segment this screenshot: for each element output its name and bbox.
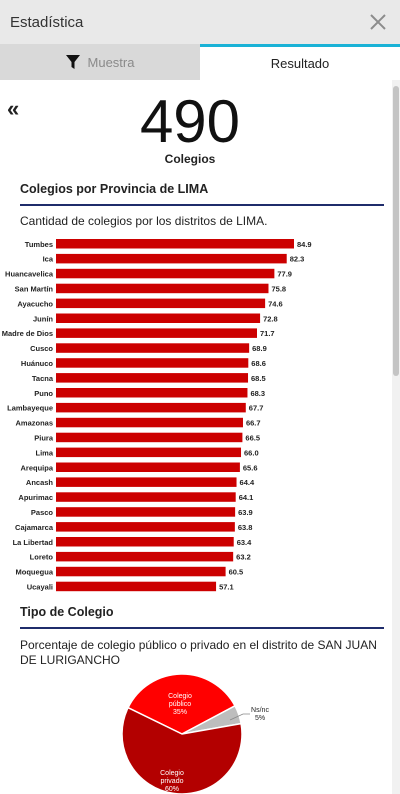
pie-slice-label: Colegio privado 60%	[160, 770, 184, 793]
bar	[56, 239, 294, 249]
tab-resultado[interactable]: Resultado	[200, 44, 400, 80]
bar-value-label: 68.9	[252, 344, 267, 353]
bar-category-label: Tacna	[32, 374, 54, 383]
scrollbar-thumb[interactable]	[393, 86, 399, 376]
bar-value-label: 64.4	[240, 478, 255, 487]
tab-resultado-label: Resultado	[270, 56, 330, 71]
bar	[56, 253, 287, 264]
bar-category-label: Ayacucho	[17, 299, 53, 308]
bar-value-label: 66.5	[245, 433, 260, 442]
bar	[56, 551, 234, 562]
bar	[56, 566, 226, 577]
bar-category-label: Amazonas	[15, 419, 53, 428]
bar-category-label: Huánuco	[21, 359, 54, 368]
bar-value-label: 68.5	[251, 374, 266, 383]
bar-category-label: Apurimac	[18, 493, 53, 502]
pie-leader-line	[229, 713, 250, 721]
bar	[56, 388, 248, 398]
close-icon[interactable]	[368, 12, 388, 32]
bar-category-label: Lima	[35, 448, 53, 457]
results-panel: « 490 Colegios Colegios por Provincia de…	[0, 80, 392, 794]
pie-slice-label: Colegio público 35%	[168, 693, 192, 716]
bar-value-label: 72.8	[263, 314, 278, 323]
bar	[56, 417, 243, 428]
pie-chart-tipo-colegio: Colegio público 35% Colegio privado 60% Ns/nc 5…	[121, 673, 269, 794]
bar	[56, 283, 269, 294]
bar	[56, 343, 250, 353]
section-description-provincia: Cantidad de colegios por los distritos d…	[20, 214, 268, 228]
bar	[56, 358, 249, 368]
bar-value-label: 75.8	[271, 284, 286, 293]
bar-category-label: Lambayeque	[7, 404, 53, 413]
bar-category-label: Ucayali	[27, 582, 53, 591]
tab-muestra[interactable]: Muestra	[0, 44, 200, 80]
bar-value-label: 74.6	[268, 299, 283, 308]
bar	[56, 313, 261, 323]
tab-muestra-label: Muestra	[87, 54, 135, 70]
bar-category-label: La Libertad	[13, 538, 54, 547]
bar	[56, 581, 217, 592]
bar	[56, 432, 243, 443]
bar-value-label: 63.4	[237, 538, 252, 547]
bar-category-label: Ica	[43, 255, 54, 264]
bar-value-label: 84.9	[297, 240, 312, 249]
bar	[56, 522, 235, 532]
window-title: Estadística	[10, 13, 84, 31]
bar-value-label: 65.6	[243, 463, 258, 472]
bar-category-label: Pasco	[31, 508, 54, 517]
bar-value-label: 67.7	[249, 404, 264, 413]
bar-value-label: 66.0	[244, 448, 259, 457]
bar-value-label: 63.9	[238, 508, 253, 517]
bar	[56, 373, 249, 383]
bar-category-label: Huancavelica	[5, 270, 54, 279]
scrollbar[interactable]	[392, 80, 400, 794]
bar-value-label: 71.7	[260, 329, 275, 338]
bar-value-label: 68.3	[250, 389, 265, 398]
bar-value-label: 77.9	[277, 270, 292, 279]
bar-chart-colegios: Tumbes 84.9 Ica 82.3 Huancavelica 77.9 San Mar…	[2, 239, 312, 592]
bar-category-label: Madre de Dios	[2, 329, 53, 338]
bar-category-label: Cusco	[30, 344, 53, 353]
pie-slice	[121, 706, 243, 794]
bar	[56, 402, 246, 413]
bar-category-label: Loreto	[30, 553, 54, 562]
total-count: 490	[139, 88, 241, 155]
bar	[56, 298, 266, 309]
bar	[56, 447, 242, 458]
bar	[56, 492, 236, 502]
bar-category-label: Moquegua	[16, 568, 54, 577]
section-title-tipo: Tipo de Colegio	[20, 605, 384, 629]
bar	[56, 537, 234, 547]
bar	[56, 328, 257, 338]
bar-value-label: 66.7	[246, 419, 261, 428]
bar-category-label: Piura	[34, 433, 54, 442]
bar	[56, 462, 240, 472]
section-title-provincia: Colegios por Provincia de LIMA	[20, 182, 384, 206]
bar	[56, 268, 275, 279]
bar-value-label: 60.5	[229, 568, 244, 577]
section-description-tipo: Porcentaje de colegio público o privado …	[20, 638, 377, 667]
bar-category-label: Tumbes	[25, 240, 53, 249]
filter-icon	[65, 54, 80, 69]
pie-slice	[127, 673, 236, 735]
bar-value-label: 57.1	[219, 582, 234, 591]
bar-value-label: 63.2	[236, 553, 251, 562]
title-bar: Estadística	[0, 0, 400, 44]
bar-value-label: 68.6	[251, 359, 266, 368]
bar-category-label: Junín	[33, 314, 53, 323]
bar-category-label: Puno	[34, 389, 53, 398]
bar-category-label: Ancash	[26, 478, 54, 487]
bar-value-label: 64.1	[239, 493, 254, 502]
tab-bar: Muestra Resultado	[0, 44, 400, 80]
collapse-icon[interactable]: «	[7, 96, 20, 121]
bar-value-label: 82.3	[290, 255, 305, 264]
bar	[56, 477, 237, 487]
bar-category-label: Arequipa	[20, 463, 53, 472]
bar-value-label: 63.8	[238, 523, 253, 532]
pie-slice-label: Ns/nc 5%	[251, 707, 269, 722]
bar	[56, 507, 236, 517]
bar-category-label: San Martín	[15, 284, 54, 293]
total-count-label: Colegios	[164, 152, 216, 166]
bar-category-label: Cajamarca	[15, 523, 54, 532]
